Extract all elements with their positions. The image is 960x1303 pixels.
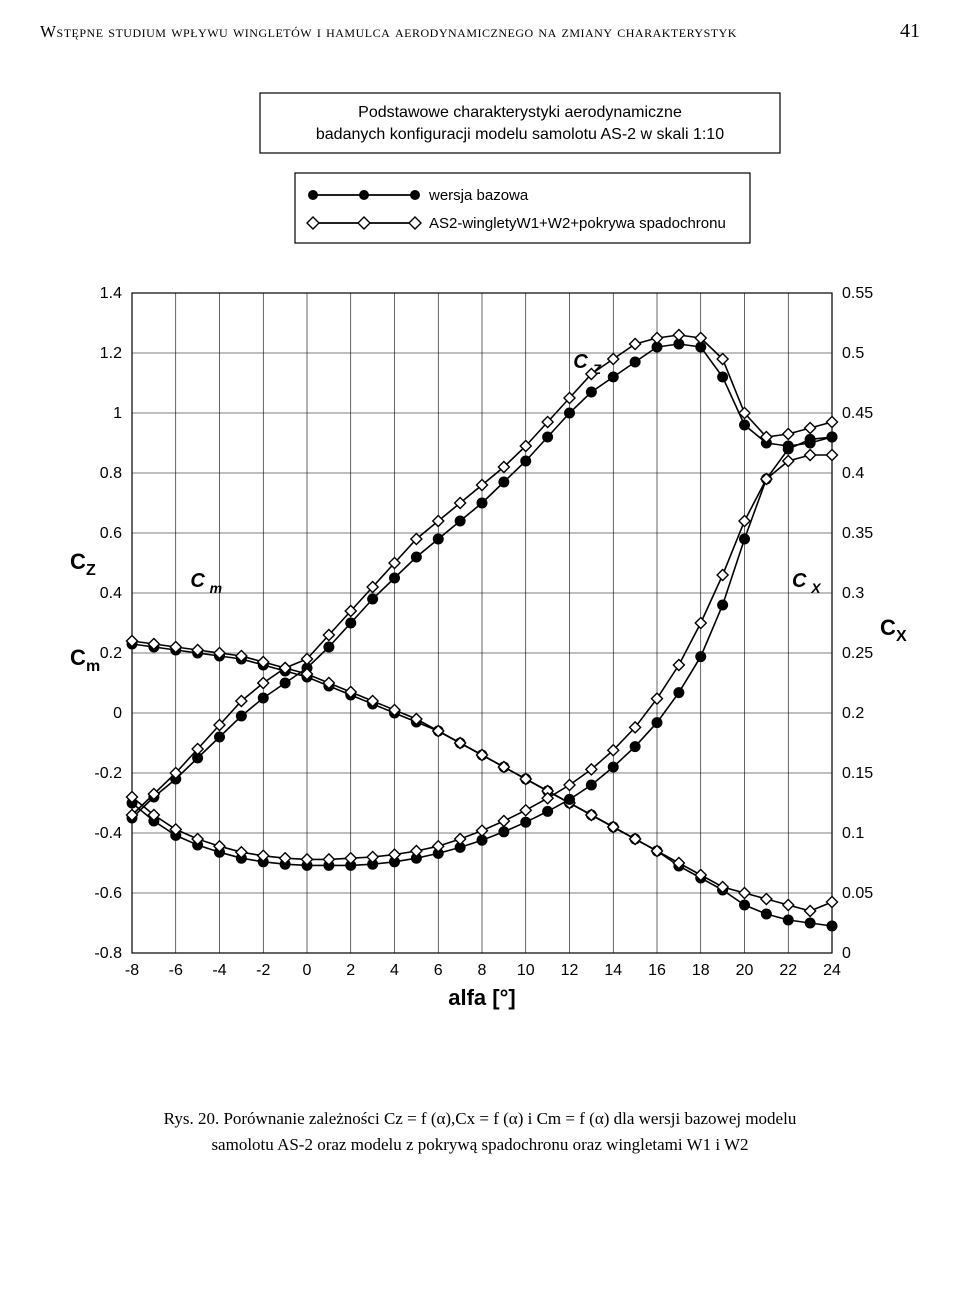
svg-text:0.1: 0.1 [842, 825, 864, 842]
svg-text:alfa [°]: alfa [°] [448, 985, 515, 1010]
svg-text:0.5: 0.5 [842, 345, 864, 362]
svg-text:1.4: 1.4 [100, 285, 122, 302]
caption-line1: Rys. 20. Porównanie zależności Cz = f (α… [164, 1109, 797, 1128]
svg-text:1.2: 1.2 [100, 345, 122, 362]
aero-chart: Podstawowe charakterystyki aerodynamiczn… [40, 83, 920, 1083]
svg-text:C: C [880, 615, 896, 640]
svg-text:m: m [86, 658, 100, 675]
svg-text:C: C [573, 351, 588, 373]
svg-text:0.25: 0.25 [842, 645, 873, 662]
svg-text:m: m [210, 580, 222, 596]
svg-text:wersja bazowa: wersja bazowa [428, 187, 529, 204]
svg-text:0.8: 0.8 [100, 465, 122, 482]
svg-text:C: C [792, 570, 807, 592]
svg-text:X: X [896, 628, 907, 645]
svg-text:1: 1 [113, 405, 122, 422]
svg-text:0: 0 [113, 705, 122, 722]
svg-text:0.2: 0.2 [842, 705, 864, 722]
svg-text:Podstawowe charakterystyki aer: Podstawowe charakterystyki aerodynamiczn… [358, 104, 682, 121]
figure-caption: Rys. 20. Porównanie zależności Cz = f (α… [40, 1106, 920, 1157]
chart-container: Podstawowe charakterystyki aerodynamiczn… [40, 83, 920, 1088]
svg-text:AS2-wingletyW1+W2+pokrywa spad: AS2-wingletyW1+W2+pokrywa spadochronu [429, 215, 726, 232]
svg-text:badanych konfiguracji modelu s: badanych konfiguracji modelu samolotu AS… [316, 126, 724, 143]
svg-text:-0.4: -0.4 [94, 825, 122, 842]
svg-text:-0.2: -0.2 [94, 765, 122, 782]
header-title: Wstępne studium wpływu wingletów i hamul… [40, 22, 737, 42]
svg-text:0.4: 0.4 [842, 465, 864, 482]
svg-text:Z: Z [86, 562, 96, 579]
svg-text:C: C [70, 645, 86, 670]
page-header: Wstępne studium wpływu wingletów i hamul… [40, 20, 920, 43]
svg-text:22: 22 [779, 962, 797, 979]
svg-text:0.55: 0.55 [842, 285, 873, 302]
caption-line2: samolotu AS-2 oraz modelu z pokrywą spad… [211, 1135, 748, 1154]
svg-text:0: 0 [842, 945, 851, 962]
svg-text:6: 6 [434, 962, 443, 979]
svg-text:4: 4 [390, 962, 399, 979]
svg-text:-2: -2 [256, 962, 270, 979]
svg-text:12: 12 [561, 962, 579, 979]
svg-text:10: 10 [517, 962, 535, 979]
svg-text:18: 18 [692, 962, 710, 979]
svg-text:-6: -6 [169, 962, 183, 979]
svg-text:0.45: 0.45 [842, 405, 873, 422]
svg-text:0.3: 0.3 [842, 585, 864, 602]
svg-text:0.35: 0.35 [842, 525, 873, 542]
svg-text:X: X [810, 580, 822, 596]
page-number: 41 [900, 20, 920, 43]
svg-text:20: 20 [736, 962, 754, 979]
svg-text:2: 2 [346, 962, 355, 979]
svg-text:0.6: 0.6 [100, 525, 122, 542]
svg-text:-0.6: -0.6 [94, 885, 122, 902]
svg-text:C: C [190, 570, 205, 592]
svg-text:C: C [70, 549, 86, 574]
svg-text:16: 16 [648, 962, 666, 979]
svg-text:14: 14 [604, 962, 622, 979]
svg-text:8: 8 [478, 962, 487, 979]
svg-text:-8: -8 [125, 962, 139, 979]
svg-text:0: 0 [303, 962, 312, 979]
svg-text:24: 24 [823, 962, 841, 979]
svg-text:0.15: 0.15 [842, 765, 873, 782]
svg-text:0.05: 0.05 [842, 885, 873, 902]
svg-text:-0.8: -0.8 [94, 945, 122, 962]
svg-text:-4: -4 [212, 962, 226, 979]
svg-text:0.2: 0.2 [100, 645, 122, 662]
svg-text:0.4: 0.4 [100, 585, 122, 602]
